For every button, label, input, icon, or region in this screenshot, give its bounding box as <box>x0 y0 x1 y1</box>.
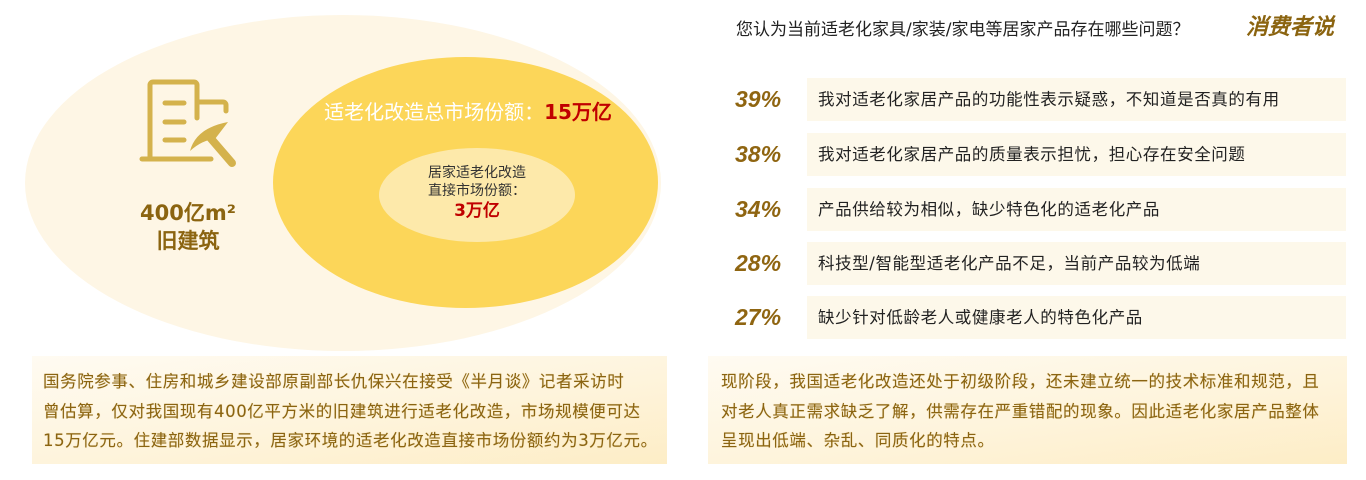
survey-question: 您认为当前适老化家具/家装/家电等居家产品存在哪些问题？ <box>736 20 1190 40</box>
old-buildings-value: 400亿m² <box>140 201 236 225</box>
total-market-caption: 适老化改造总市场份额：15万亿 <box>300 99 636 125</box>
home-market-label-line2: 直接市场份额： <box>428 183 526 199</box>
home-market-caption: 居家适老化改造 直接市场份额： 3万亿 <box>379 164 575 222</box>
survey-item-text: 科技型/智能型适老化产品不足，当前产品较为低端 <box>807 242 1346 285</box>
survey-item-percent: 27% <box>735 304 782 330</box>
survey-item-text: 我对适老化家居产品的质量表示担忧，担心存在安全问题 <box>807 133 1346 176</box>
survey-item-percent: 34% <box>735 196 782 222</box>
total-market-label: 适老化改造总市场份额： <box>324 100 545 124</box>
old-buildings-stat: 400亿m² 旧建筑 <box>118 199 258 255</box>
market-description-box: 国务院参事、住房和城乡建设部原副部长仇保兴在接受《半月谈》记者采访时 曾估算，仅… <box>32 356 667 464</box>
home-market-label-line1: 居家适老化改造 <box>428 165 526 181</box>
description-line: 国务院参事、住房和城乡建设部原副部长仇保兴在接受《半月谈》记者采访时 <box>43 372 625 391</box>
conclusion-line: 呈现出低端、杂乱、同质化的特点。 <box>721 431 995 450</box>
consumer-voice-tag: 消费者说 <box>1246 15 1335 40</box>
survey-item-text: 缺少针对低龄老人或健康老人的特色化产品 <box>807 296 1346 339</box>
survey-item: 34% 产品供给较为相似，缺少特色化的适老化产品 <box>730 188 1346 231</box>
survey-item-percent: 39% <box>735 86 782 112</box>
survey-item: 28% 科技型/智能型适老化产品不足，当前产品较为低端 <box>730 242 1346 285</box>
conclusion-line: 对老人真正需求缺乏了解，供需存在严重错配的现象。因此适老化家居产品整体 <box>721 401 1320 421</box>
home-market-ellipse <box>379 148 575 242</box>
survey-item-text: 我对适老化家居产品的功能性表示疑惑，不知道是否真的有用 <box>807 78 1346 121</box>
survey-item: 38% 我对适老化家居产品的质量表示担忧，担心存在安全问题 <box>730 133 1346 176</box>
building-renovation-hammer-icon <box>139 79 236 167</box>
old-buildings-label: 旧建筑 <box>156 229 220 253</box>
description-line: 15万亿元。住建部数据显示，居家环境的适老化改造直接市场份额约为3万亿元。 <box>43 431 658 450</box>
survey-item: 27% 缺少针对低龄老人或健康老人的特色化产品 <box>730 296 1346 339</box>
survey-item-percent: 28% <box>735 250 782 276</box>
conclusion-line: 现阶段，我国适老化改造还处于初级阶段，还未建立统一的技术标准和规范，且 <box>721 372 1320 391</box>
survey-item-text: 产品供给较为相似，缺少特色化的适老化产品 <box>807 188 1346 231</box>
total-market-value: 15万亿 <box>544 100 612 124</box>
conclusion-box: 现阶段，我国适老化改造还处于初级阶段，还未建立统一的技术标准和规范，且 对老人真… <box>708 356 1347 464</box>
survey-item-percent: 38% <box>735 141 782 167</box>
survey-item: 39% 我对适老化家居产品的功能性表示疑惑，不知道是否真的有用 <box>730 78 1346 121</box>
home-market-value: 3万亿 <box>454 201 500 221</box>
description-line: 曾估算，仅对我国现有400亿平方米的旧建筑进行适老化改造，市场规模便可达 <box>43 401 641 421</box>
